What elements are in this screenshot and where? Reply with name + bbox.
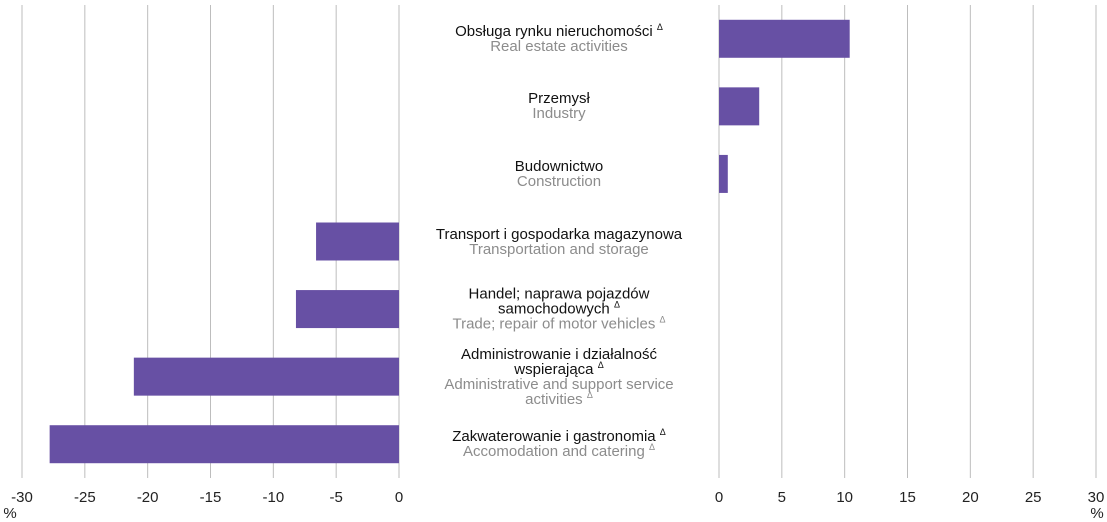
bar [295, 290, 399, 329]
label-pl: Obsługa rynku nieruchomości Δ [428, 21, 690, 40]
bar [719, 19, 850, 58]
label-pl: Administrowanie i działalność wspierając… [428, 347, 690, 377]
note-mark: Δ [659, 427, 666, 438]
label-en: Transportation and storage [428, 242, 690, 257]
x-tick-label: 0 [715, 489, 723, 506]
x-tick-label: -10 [262, 489, 284, 506]
note-mark: Δ [656, 21, 663, 32]
label-en: Industry [428, 106, 690, 121]
x-tick-label: -20 [137, 489, 159, 506]
label-pl-text: Handel; naprawa pojazdów samochodowych [468, 285, 650, 318]
bar [719, 154, 728, 193]
bar [719, 87, 760, 126]
label-en-text: Construction [516, 172, 602, 190]
x-tick-label: -25 [74, 489, 96, 506]
label-en: Accomodation and catering Δ [428, 442, 690, 461]
category-label: Budownictwo Construction [428, 159, 690, 189]
label-pl: Handel; naprawa pojazdów samochodowych Δ [428, 287, 690, 317]
label-pl: Transport i gospodarka magazynowa [428, 227, 690, 242]
x-tick-label: 0 [395, 489, 403, 506]
label-pl-text: Administrowanie i działalność wspierając… [461, 345, 657, 378]
note-mark: Δ [586, 389, 593, 400]
label-pl-text: Transport i gospodarka magazynowa [435, 225, 683, 243]
x-axis-unit: % [1090, 505, 1103, 522]
label-en-text: Real estate activities [490, 37, 628, 55]
label-en-text: Transportation and storage [469, 240, 649, 258]
category-label: Obsługa rynku nieruchomości Δ Real estate… [428, 21, 690, 54]
x-tick-label: 25 [1025, 489, 1042, 506]
x-tick-label: 15 [899, 489, 916, 506]
label-en-text: Accomodation and catering [463, 443, 645, 461]
x-tick-label: 5 [778, 489, 786, 506]
label-en: Real estate activities [428, 39, 690, 54]
label-en-text: Trade; repair of motor vehicles [452, 315, 656, 333]
x-tick-label: -15 [200, 489, 222, 506]
label-en-text: Industry [532, 105, 586, 123]
category-label: Administrowanie i działalność wspierając… [428, 347, 690, 407]
bar [133, 357, 400, 396]
label-pl: Zakwaterowanie i gastronomia Δ [428, 427, 690, 446]
label-pl-text: Przemysł [528, 90, 590, 108]
note-mark: Δ [659, 314, 666, 325]
label-pl: Budownictwo [428, 159, 690, 174]
label-pl-text: Obsługa rynku nieruchomości [455, 22, 653, 40]
x-tick-label: 10 [836, 489, 853, 506]
label-en: Trade; repair of motor vehicles Δ [428, 314, 690, 333]
category-label: Przemysł Industry [428, 91, 690, 121]
note-mark: Δ [648, 442, 655, 453]
label-pl: Przemysł [428, 91, 690, 106]
label-en: Construction [428, 174, 690, 189]
note-mark: Δ [597, 359, 604, 370]
bar [316, 222, 399, 261]
bar [49, 425, 399, 464]
x-tick-label: -30 [11, 489, 33, 506]
x-tick-label: 20 [962, 489, 979, 506]
x-axis-unit: % [3, 505, 16, 522]
label-pl-text: Zakwaterowanie i gastronomia [452, 428, 656, 446]
category-label: Zakwaterowanie i gastronomia Δ Accomodati… [428, 427, 690, 461]
x-tick-label: 30 [1088, 489, 1105, 506]
x-tick-label: -5 [329, 489, 342, 506]
label-en: Administrative and support service activ… [428, 377, 690, 407]
category-label: Transport i gospodarka magazynowa Transpo… [428, 227, 690, 257]
note-mark: Δ [613, 299, 620, 310]
label-pl-text: Budownictwo [514, 157, 604, 175]
label-en-text: Administrative and support service activ… [444, 375, 674, 408]
category-label: Handel; naprawa pojazdów samochodowych Δ… [428, 287, 690, 332]
